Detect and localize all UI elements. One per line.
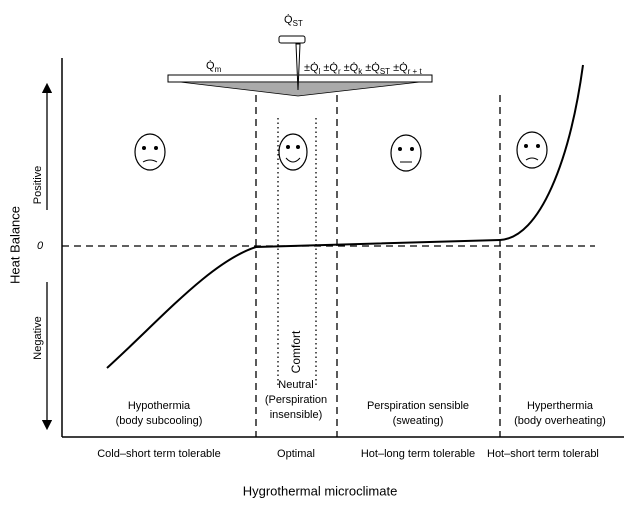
- zone-label: (Perspiration: [265, 394, 327, 406]
- zone-label: (body subcooling): [116, 415, 203, 427]
- y-axis-label: Heat Balance: [7, 206, 22, 284]
- subscript: r: [338, 67, 341, 76]
- scale-base: [179, 81, 421, 97]
- scale-needle: [295, 43, 301, 91]
- tolerance-label: Hot–long term tolerable: [361, 448, 475, 460]
- tolerance-label: Hot–short term tolerabl: [487, 448, 599, 460]
- symbol: ±Q̇: [365, 61, 380, 74]
- zone-label: Perspiration sensible: [367, 400, 469, 412]
- tolerance-label: Optimal: [277, 448, 315, 460]
- face-sweating: [390, 134, 422, 172]
- q-st-top: Q̇ST: [284, 13, 303, 28]
- subscript: r + t: [408, 67, 423, 76]
- scale-head: [278, 35, 306, 44]
- balance-terms: ±Q̇l ±Q̇r ±Q̇k ±Q̇ST ±Q̇r + t: [304, 61, 422, 76]
- tolerance-label: Cold–short term tolerable: [97, 448, 221, 460]
- negative-label: Negative: [32, 316, 44, 359]
- subscript: ST: [380, 67, 390, 76]
- symbol: ±Q̇: [304, 61, 319, 74]
- zero-label: 0: [37, 240, 44, 252]
- zone-label: (body overheating): [514, 415, 606, 427]
- zone-label: Hyperthermia: [527, 400, 594, 412]
- heat-balance-curve: [106, 64, 584, 369]
- x-axis-label: Hygrothermal microclimate: [243, 483, 398, 498]
- symbol: ±Q̇: [344, 61, 359, 74]
- face-hot: [516, 131, 548, 169]
- zone-label: Hypothermia: [128, 400, 191, 412]
- zone-label: Neutral: [278, 379, 313, 391]
- subscript: l: [319, 67, 321, 76]
- zone-label: insensible): [270, 409, 323, 421]
- symbol: Q̇: [206, 59, 215, 72]
- symbol: ±Q̇: [323, 61, 338, 74]
- balance-equation: ±Q̇l ±Q̇r ±Q̇k ±Q̇ST ±Q̇r + t: [304, 61, 422, 76]
- symbol: ±Q̇: [393, 61, 408, 74]
- comfort-label: Comfort: [289, 330, 303, 373]
- symbol: Q̇: [284, 13, 293, 26]
- scale-beam: [167, 74, 433, 83]
- face-neutral: [278, 133, 308, 171]
- zone-label: (sweating): [393, 415, 444, 427]
- subscript: k: [358, 67, 363, 76]
- face-cold: [134, 133, 166, 171]
- subscript: m: [215, 65, 222, 74]
- q-m: Q̇m: [206, 59, 222, 74]
- subscript: ST: [293, 19, 303, 28]
- positive-label: Positive: [32, 166, 44, 205]
